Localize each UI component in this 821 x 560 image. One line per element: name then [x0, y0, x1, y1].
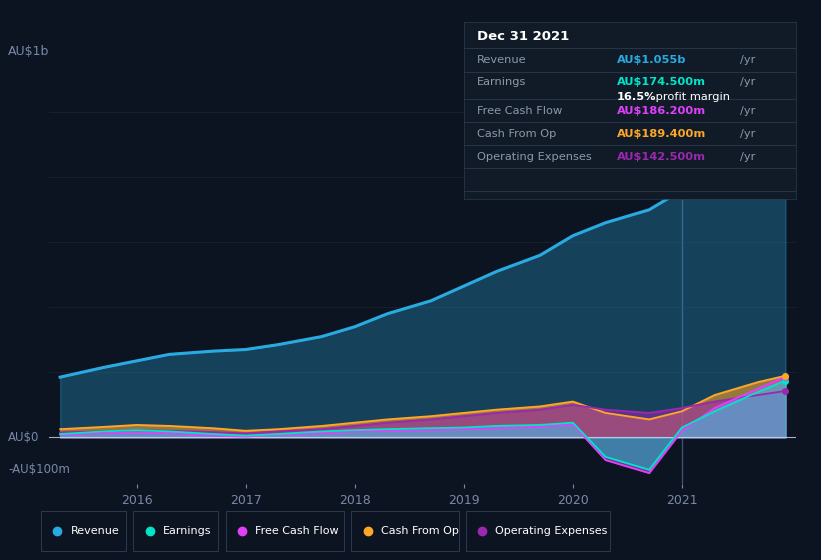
Text: /yr: /yr — [740, 106, 755, 116]
Text: AU$142.500m: AU$142.500m — [617, 152, 706, 162]
Text: Cash From Op: Cash From Op — [381, 526, 459, 535]
Text: 16.5%: 16.5% — [617, 92, 656, 102]
Text: Earnings: Earnings — [477, 77, 526, 87]
Text: Dec 31 2021: Dec 31 2021 — [477, 30, 570, 43]
Text: /yr: /yr — [740, 77, 755, 87]
Text: Earnings: Earnings — [163, 526, 212, 535]
Bar — [133, 511, 218, 550]
Text: AU$186.200m: AU$186.200m — [617, 106, 706, 116]
Text: AU$189.400m: AU$189.400m — [617, 129, 706, 139]
Text: AU$1b: AU$1b — [8, 45, 49, 58]
Bar — [466, 511, 610, 550]
Text: /yr: /yr — [740, 55, 755, 65]
Text: Revenue: Revenue — [71, 526, 119, 535]
Text: Operating Expenses: Operating Expenses — [496, 526, 608, 535]
Text: AU$174.500m: AU$174.500m — [617, 77, 706, 87]
Text: /yr: /yr — [740, 129, 755, 139]
Bar — [351, 511, 459, 550]
Text: AU$0: AU$0 — [8, 431, 39, 444]
Bar — [226, 511, 344, 550]
Text: Free Cash Flow: Free Cash Flow — [477, 106, 562, 116]
Text: /yr: /yr — [740, 152, 755, 162]
Text: Cash From Op: Cash From Op — [477, 129, 557, 139]
Text: profit margin: profit margin — [652, 92, 730, 102]
Text: Revenue: Revenue — [477, 55, 527, 65]
Bar — [41, 511, 126, 550]
Text: -AU$100m: -AU$100m — [8, 463, 70, 476]
Text: AU$1.055b: AU$1.055b — [617, 55, 686, 65]
Text: Free Cash Flow: Free Cash Flow — [255, 526, 339, 535]
Text: Operating Expenses: Operating Expenses — [477, 152, 592, 162]
